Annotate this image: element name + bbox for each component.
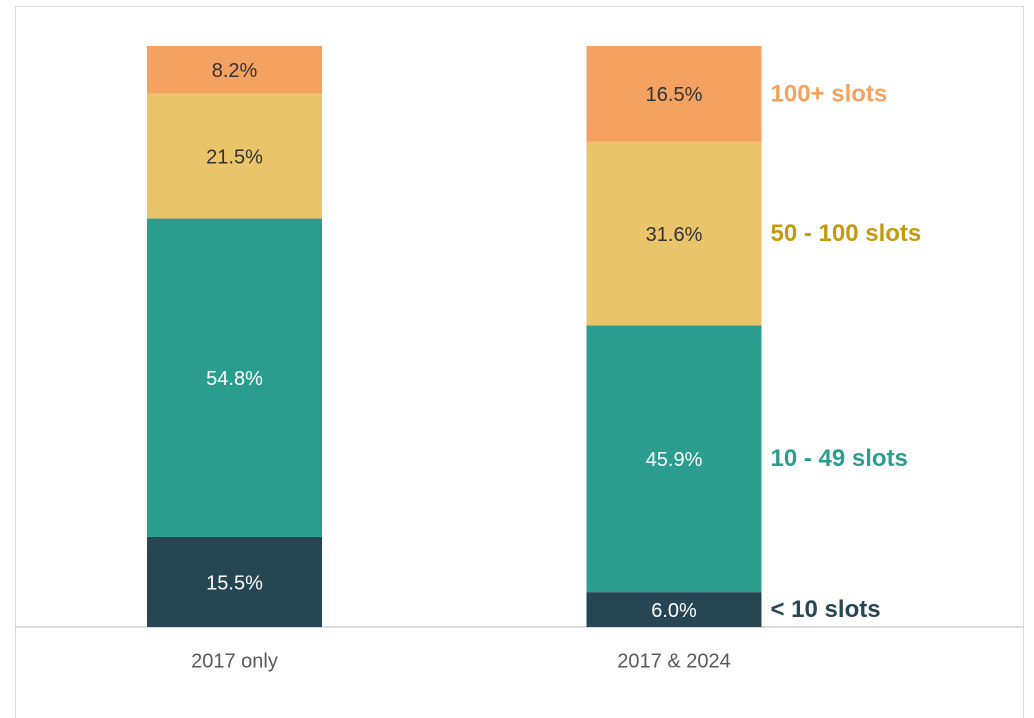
legend-label: 10 - 49 slots <box>771 445 908 472</box>
frame <box>15 6 1024 718</box>
bar-segment <box>147 536 322 627</box>
x-tick-label: 2017 & 2024 <box>617 650 730 672</box>
bar-segment <box>586 325 762 593</box>
value-label: 21.5% <box>206 146 263 168</box>
bar-segment <box>586 141 762 326</box>
value-label: 15.5% <box>206 572 263 594</box>
value-label: 54.8% <box>206 368 263 390</box>
legend-label: < 10 slots <box>771 596 881 623</box>
value-label: 45.9% <box>646 449 703 471</box>
value-label: 16.5% <box>646 84 703 106</box>
bar-segment <box>586 592 762 627</box>
value-label: 6.0% <box>651 600 697 622</box>
bar-segment <box>147 218 322 537</box>
bar-segment <box>147 46 322 94</box>
bar-segment <box>586 46 762 142</box>
legend-label: 50 - 100 slots <box>771 220 922 247</box>
value-label: 8.2% <box>212 60 258 82</box>
legend-label: 100+ slots <box>771 80 888 107</box>
value-label: 31.6% <box>646 224 703 246</box>
bar-segment <box>147 93 322 219</box>
x-tick-label: 2017 only <box>191 650 278 672</box>
